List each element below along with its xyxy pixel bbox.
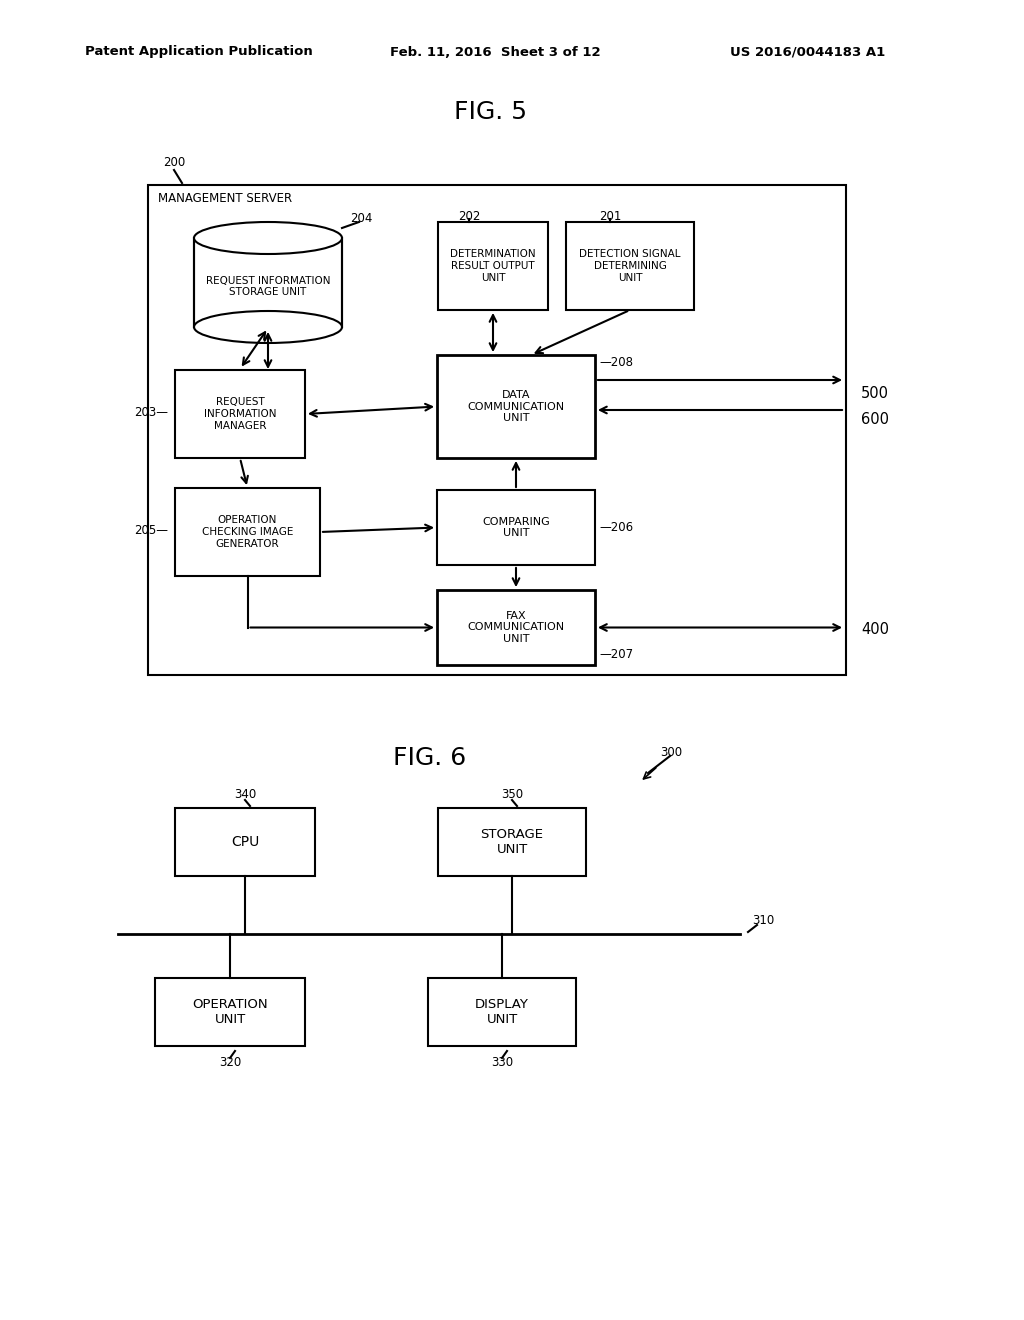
Bar — [437, 590, 595, 665]
Bar — [175, 370, 305, 458]
Text: —208: —208 — [599, 356, 633, 370]
Text: 202: 202 — [458, 210, 480, 223]
Text: 200: 200 — [163, 157, 185, 169]
Text: 203—: 203— — [134, 407, 168, 420]
Text: STORAGE
UNIT: STORAGE UNIT — [480, 828, 544, 855]
Ellipse shape — [194, 222, 342, 253]
Text: 400: 400 — [861, 623, 889, 638]
Text: 340: 340 — [233, 788, 256, 800]
Bar — [175, 488, 319, 576]
Bar — [566, 222, 694, 310]
Text: REQUEST INFORMATION
STORAGE UNIT: REQUEST INFORMATION STORAGE UNIT — [206, 276, 331, 297]
Text: 205—: 205— — [134, 524, 168, 537]
Text: FIG. 6: FIG. 6 — [393, 746, 467, 770]
Text: FIG. 5: FIG. 5 — [454, 100, 526, 124]
Bar — [437, 490, 595, 565]
Text: Feb. 11, 2016  Sheet 3 of 12: Feb. 11, 2016 Sheet 3 of 12 — [390, 45, 601, 58]
Bar — [194, 238, 342, 327]
Bar — [438, 222, 548, 310]
Text: 201: 201 — [599, 210, 622, 223]
Text: 310: 310 — [752, 913, 774, 927]
Text: DETERMINATION
RESULT OUTPUT
UNIT: DETERMINATION RESULT OUTPUT UNIT — [451, 249, 536, 282]
Text: 600: 600 — [861, 412, 889, 428]
Bar — [428, 978, 575, 1045]
Text: —206: —206 — [599, 521, 633, 535]
Text: DATA
COMMUNICATION
UNIT: DATA COMMUNICATION UNIT — [467, 389, 564, 424]
Text: 350: 350 — [501, 788, 523, 800]
Text: MANAGEMENT SERVER: MANAGEMENT SERVER — [158, 193, 292, 206]
Bar — [437, 355, 595, 458]
Ellipse shape — [194, 312, 342, 343]
Text: OPERATION
UNIT: OPERATION UNIT — [193, 998, 268, 1026]
Text: 204: 204 — [350, 211, 373, 224]
Ellipse shape — [194, 222, 342, 253]
Text: DISPLAY
UNIT: DISPLAY UNIT — [475, 998, 529, 1026]
Text: CPU: CPU — [230, 836, 259, 849]
Text: —207: —207 — [599, 648, 633, 661]
Text: COMPARING
UNIT: COMPARING UNIT — [482, 516, 550, 539]
Text: DETECTION SIGNAL
DETERMINING
UNIT: DETECTION SIGNAL DETERMINING UNIT — [580, 249, 681, 282]
Text: 300: 300 — [660, 746, 682, 759]
Text: 500: 500 — [861, 385, 889, 400]
Text: FAX
COMMUNICATION
UNIT: FAX COMMUNICATION UNIT — [467, 611, 564, 644]
Text: REQUEST
INFORMATION
MANAGER: REQUEST INFORMATION MANAGER — [204, 397, 276, 430]
Text: Patent Application Publication: Patent Application Publication — [85, 45, 312, 58]
Bar — [148, 185, 846, 675]
Text: US 2016/0044183 A1: US 2016/0044183 A1 — [730, 45, 886, 58]
Text: 330: 330 — [490, 1056, 513, 1069]
Bar — [438, 808, 586, 876]
Bar — [175, 808, 315, 876]
Bar — [155, 978, 305, 1045]
Text: OPERATION
CHECKING IMAGE
GENERATOR: OPERATION CHECKING IMAGE GENERATOR — [202, 515, 293, 549]
Text: 320: 320 — [219, 1056, 241, 1069]
